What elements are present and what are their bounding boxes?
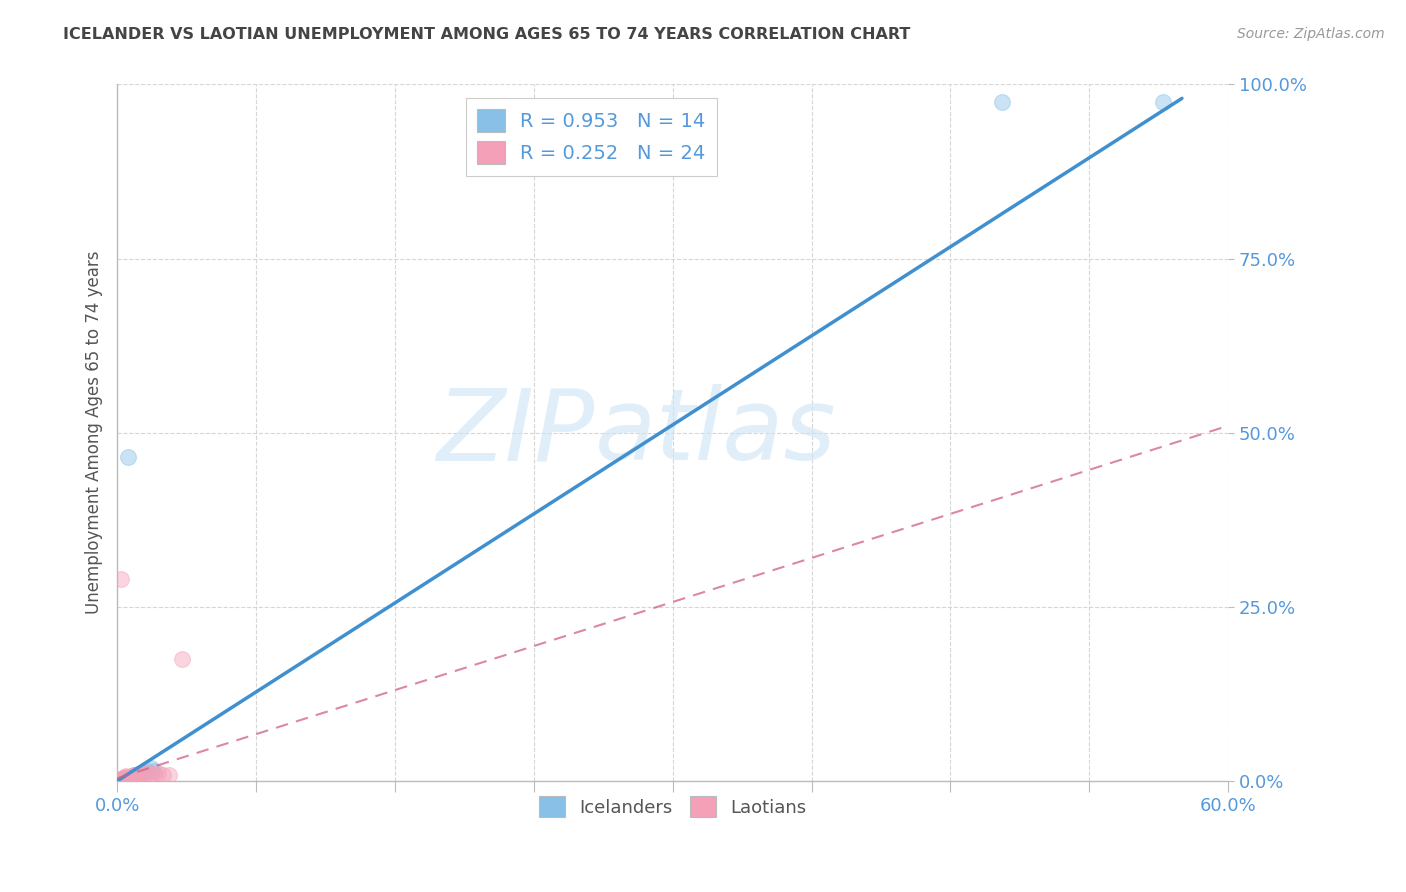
Point	[125, 769, 148, 783]
Point	[157, 768, 180, 782]
Point	[139, 761, 162, 775]
Point	[120, 770, 142, 784]
Point	[127, 767, 149, 781]
Text: atlas: atlas	[595, 384, 837, 481]
Point	[135, 765, 157, 780]
Point	[122, 768, 145, 782]
Point	[121, 769, 143, 783]
Point	[117, 771, 139, 785]
Point	[143, 767, 166, 781]
Point	[132, 767, 155, 781]
Point	[115, 771, 138, 785]
Point	[108, 772, 131, 787]
Point	[132, 765, 155, 780]
Point	[135, 764, 157, 778]
Point	[128, 767, 150, 781]
Point	[111, 771, 134, 785]
Point	[111, 772, 134, 786]
Point	[128, 768, 150, 782]
Point	[991, 95, 1014, 109]
Point	[152, 768, 174, 782]
Text: ZIP: ZIP	[437, 384, 595, 481]
Point	[125, 768, 148, 782]
Point	[170, 652, 193, 666]
Point	[114, 770, 136, 784]
Point	[1152, 95, 1174, 109]
Point	[114, 772, 136, 786]
Point	[146, 765, 169, 780]
Point	[111, 771, 134, 785]
Point	[110, 572, 132, 586]
Y-axis label: Unemployment Among Ages 65 to 74 years: Unemployment Among Ages 65 to 74 years	[86, 251, 103, 615]
Point	[110, 772, 132, 786]
Point	[143, 764, 166, 778]
Point	[115, 769, 138, 783]
Text: Source: ZipAtlas.com: Source: ZipAtlas.com	[1237, 27, 1385, 41]
Point	[117, 771, 139, 785]
Point	[115, 771, 138, 785]
Text: ICELANDER VS LAOTIAN UNEMPLOYMENT AMONG AGES 65 TO 74 YEARS CORRELATION CHART: ICELANDER VS LAOTIAN UNEMPLOYMENT AMONG …	[63, 27, 911, 42]
Point	[139, 768, 162, 782]
Point	[117, 450, 139, 464]
Legend: Icelanders, Laotians: Icelanders, Laotians	[531, 789, 813, 824]
Point	[121, 770, 143, 784]
Point	[122, 768, 145, 782]
